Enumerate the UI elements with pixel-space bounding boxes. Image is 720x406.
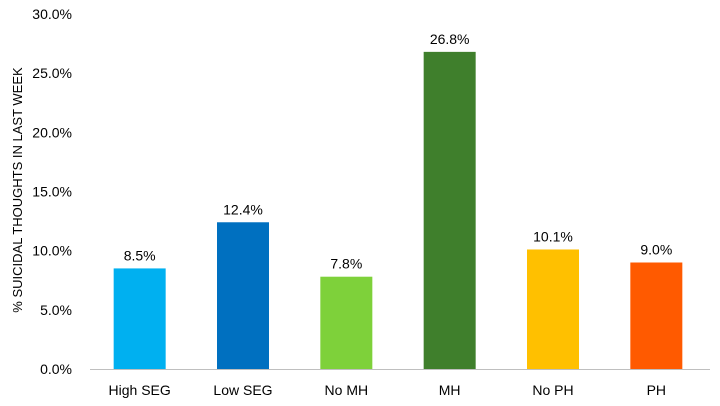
- bar-no-ph: [527, 249, 579, 369]
- y-axis-label: % SUICIDAL THOUGHTS IN LAST WEEK: [10, 67, 25, 313]
- x-tick-label: No PH: [532, 382, 573, 398]
- data-label: 8.5%: [124, 247, 156, 263]
- y-tick-label: 25.0%: [32, 65, 72, 81]
- bars: [113, 51, 683, 369]
- category-labels: High SEG Low SEG No MH MH No PH PH: [109, 382, 667, 398]
- y-axis-ticks: 0.0% 5.0% 10.0% 15.0% 20.0% 25.0% 30.0%: [32, 6, 72, 377]
- data-labels: 8.5% 12.4% 7.8% 26.8% 10.1% 9.0%: [124, 31, 673, 272]
- data-label: 10.1%: [533, 228, 573, 244]
- x-tick-label: No MH: [325, 382, 369, 398]
- data-label: 9.0%: [640, 242, 672, 258]
- data-label: 12.4%: [223, 201, 263, 217]
- x-tick-label: PH: [647, 382, 666, 398]
- bar-low-seg: [217, 222, 269, 369]
- x-tick-label: MH: [439, 382, 461, 398]
- y-tick-label: 30.0%: [32, 6, 72, 22]
- bar-mh: [423, 51, 476, 369]
- y-tick-label: 15.0%: [32, 184, 72, 200]
- bar-no-mh: [320, 276, 373, 369]
- bar-ph: [630, 262, 683, 369]
- y-tick-label: 5.0%: [40, 302, 72, 318]
- y-tick-label: 10.0%: [32, 243, 72, 259]
- y-tick-label: 20.0%: [32, 124, 72, 140]
- bar-high-seg: [113, 268, 166, 369]
- y-tick-label: 0.0%: [40, 361, 72, 377]
- x-tick-label: Low SEG: [213, 382, 272, 398]
- data-label: 26.8%: [430, 31, 470, 47]
- x-tick-label: High SEG: [109, 382, 171, 398]
- data-label: 7.8%: [330, 256, 362, 272]
